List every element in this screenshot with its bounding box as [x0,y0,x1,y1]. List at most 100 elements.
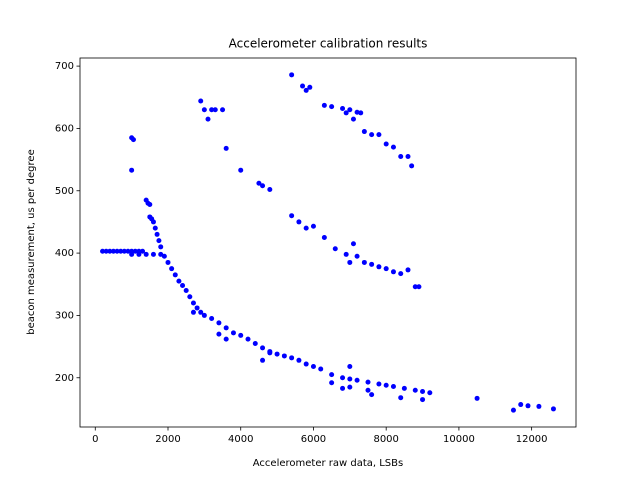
scatter-point [307,84,313,90]
x-tick-label: 8000 [373,434,398,445]
scatter-point [412,284,418,290]
scatter-point [156,238,162,244]
scatter-point [150,219,156,225]
y-tick-label: 300 [55,310,74,321]
x-tick-label: 10000 [443,434,475,445]
scatter-point [152,225,158,231]
scatter-point [340,105,346,111]
scatter-point [401,385,407,391]
scatter-point [376,381,382,387]
scatter-point [223,336,229,342]
scatter-point [340,385,346,391]
scatter-point [412,387,418,393]
scatter-point [161,253,167,259]
x-tick-label: 2000 [155,434,180,445]
scatter-point [420,388,426,394]
scatter-point [198,309,204,315]
scatter-point [354,253,360,259]
scatter-point [150,251,156,257]
scatter-point [361,259,367,265]
scatter-point [318,366,324,372]
scatter-point [310,364,316,370]
scatter-point [180,283,186,289]
scatter-point [118,248,124,254]
scatter-point [329,380,335,386]
scatter-point [390,144,396,150]
scatter-point [518,402,524,408]
scatter-point [369,392,375,398]
scatter-point [209,107,215,113]
scatter-point [340,375,346,381]
scatter-point [289,213,295,219]
scatter-point [281,353,287,359]
scatter-point [398,395,404,401]
scatter-point [201,312,207,318]
scatter-point [223,145,229,151]
scatter-point [347,107,353,113]
scatter-point [132,248,138,254]
scatter-point [212,107,218,113]
scatter-point [347,384,353,390]
scatter-point [347,364,353,370]
scatter-point [125,248,131,254]
scatter-point [216,320,222,326]
scatter-point [303,361,309,367]
scatter-point [147,201,153,207]
scatter-point [187,294,193,300]
scatter-point [260,183,266,189]
scatter-point [409,163,415,169]
scatter-point [110,248,116,254]
scatter-point [121,248,127,254]
scatter-point [190,300,196,306]
scatter-point [398,153,404,159]
scatter-point [201,107,207,113]
scatter-point [256,180,262,186]
scatter-point [267,187,273,193]
scatter-point [332,246,338,252]
scatter-point [405,267,411,273]
scatter-point [510,407,516,413]
scatter-point [365,379,371,385]
scatter-point [310,223,316,229]
scatter-point [303,225,309,231]
y-tick-label: 400 [55,248,74,259]
scatter-point [158,244,164,250]
scatter-point [347,376,353,382]
y-tick-label: 600 [55,123,74,134]
scatter-point [369,132,375,138]
scatter-point [169,266,175,272]
scatter-point [376,132,382,138]
y-tick-label: 500 [55,186,74,197]
scatter-point [238,167,244,173]
scatter-point [238,332,244,338]
scatter-point [383,382,389,388]
scatter-point [223,325,229,331]
plot-frame [79,57,577,428]
scatter-point [143,251,149,257]
scatter-point [321,235,327,241]
scatter-point [300,83,306,89]
x-tick-label: 0 [92,434,98,445]
scatter-point [303,87,309,93]
scatter-point [420,397,426,403]
scatter-point [383,266,389,272]
scatter-point [329,372,335,378]
scatter-point [267,350,273,356]
scatter-point [376,264,382,270]
scatter-point [260,345,266,351]
scatter-point [296,219,302,225]
scatter-point [390,383,396,389]
scatter-point [165,259,171,265]
scatter-point [398,271,404,277]
scatter-point [343,110,349,116]
scatter-point [289,355,295,361]
scatter-point [103,248,109,254]
scatter-point [365,387,371,393]
scatter-point [183,287,189,293]
scatter-point [190,309,196,315]
scatter-point [136,251,142,257]
scatter-point [154,231,160,237]
scatter-point [358,110,364,116]
scatter-point [390,269,396,275]
